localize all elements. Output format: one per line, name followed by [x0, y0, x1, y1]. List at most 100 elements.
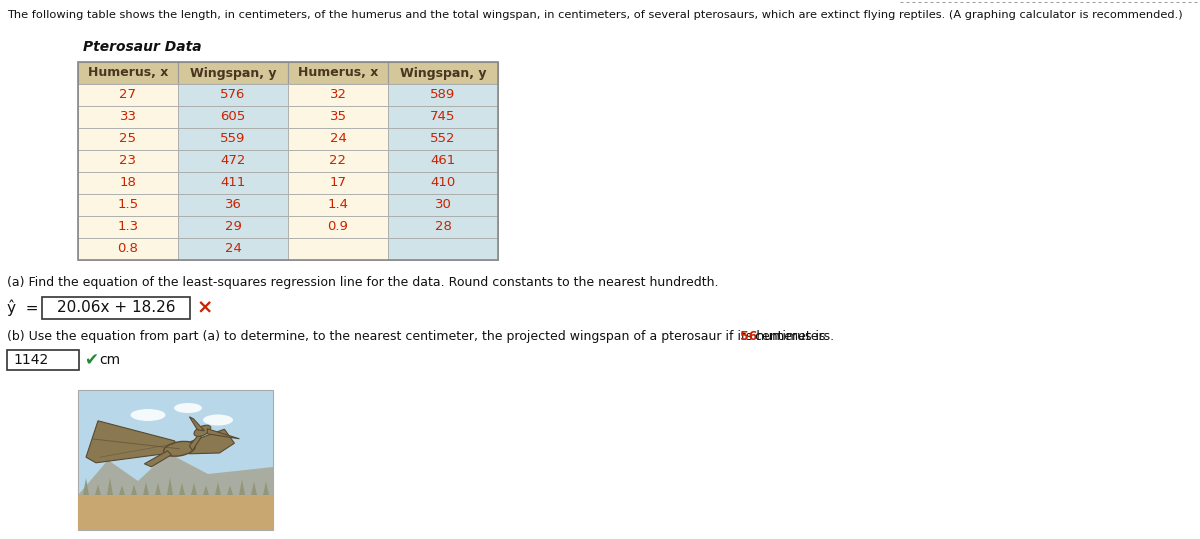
Bar	[388, 84, 498, 106]
Bar	[78, 495, 274, 530]
Text: 18: 18	[120, 176, 137, 190]
Bar	[178, 128, 288, 150]
Polygon shape	[191, 479, 197, 495]
Text: 0.8: 0.8	[118, 243, 138, 255]
Bar	[288, 216, 388, 238]
Bar	[78, 216, 178, 238]
Text: Humerus, x: Humerus, x	[88, 66, 168, 79]
Bar	[178, 172, 288, 194]
Polygon shape	[251, 481, 257, 495]
Bar	[78, 172, 178, 194]
Text: 36: 36	[224, 198, 241, 211]
Text: 1.3: 1.3	[118, 220, 138, 233]
Bar	[178, 106, 288, 128]
Bar	[288, 84, 388, 106]
Bar	[78, 238, 178, 260]
Text: 1.4: 1.4	[328, 198, 348, 211]
Ellipse shape	[131, 409, 166, 421]
Text: Wingspan, y: Wingspan, y	[190, 66, 276, 79]
Ellipse shape	[163, 441, 196, 456]
Text: 23: 23	[120, 155, 137, 168]
Polygon shape	[131, 481, 137, 495]
Bar	[388, 62, 498, 84]
Polygon shape	[143, 478, 149, 495]
Polygon shape	[190, 417, 204, 431]
Bar	[78, 150, 178, 172]
Bar	[7, 350, 79, 370]
Bar	[388, 194, 498, 216]
Text: 17: 17	[330, 176, 347, 190]
Text: Pterosaur Data: Pterosaur Data	[83, 40, 202, 54]
Bar	[388, 150, 498, 172]
Text: 25: 25	[120, 133, 137, 146]
Text: 461: 461	[431, 155, 456, 168]
Text: 32: 32	[330, 88, 347, 101]
Bar	[288, 238, 388, 260]
Bar	[288, 172, 388, 194]
Text: Wingspan, y: Wingspan, y	[400, 66, 486, 79]
Bar	[78, 390, 274, 530]
Text: 27: 27	[120, 88, 137, 101]
Ellipse shape	[194, 425, 211, 437]
Text: 1142: 1142	[13, 353, 48, 367]
Bar	[388, 216, 498, 238]
Text: The following table shows the length, in centimeters, of the humerus and the tot: The following table shows the length, in…	[7, 10, 1183, 20]
Polygon shape	[227, 486, 233, 495]
Bar	[288, 62, 388, 84]
Text: ×: ×	[197, 299, 214, 317]
Polygon shape	[203, 482, 209, 495]
Text: 559: 559	[221, 133, 246, 146]
Bar	[288, 194, 388, 216]
Bar	[288, 150, 388, 172]
Text: 1.5: 1.5	[118, 198, 138, 211]
Polygon shape	[208, 429, 240, 439]
Polygon shape	[190, 434, 202, 451]
Polygon shape	[95, 479, 101, 495]
Polygon shape	[78, 453, 274, 495]
Polygon shape	[107, 482, 113, 495]
Bar	[388, 128, 498, 150]
Polygon shape	[215, 483, 221, 495]
Polygon shape	[83, 486, 89, 495]
Text: 552: 552	[431, 133, 456, 146]
Ellipse shape	[174, 403, 202, 413]
Polygon shape	[263, 483, 269, 495]
Polygon shape	[179, 487, 185, 495]
Text: 24: 24	[224, 243, 241, 255]
Text: 472: 472	[221, 155, 246, 168]
Polygon shape	[239, 479, 245, 495]
Polygon shape	[144, 451, 172, 467]
Text: 29: 29	[224, 220, 241, 233]
Text: 589: 589	[431, 88, 456, 101]
Text: 605: 605	[221, 110, 246, 123]
Bar	[78, 128, 178, 150]
Text: 576: 576	[221, 88, 246, 101]
Text: 30: 30	[434, 198, 451, 211]
Text: 33: 33	[120, 110, 137, 123]
Text: 28: 28	[434, 220, 451, 233]
Bar	[78, 62, 178, 84]
Polygon shape	[180, 429, 234, 454]
Bar	[388, 238, 498, 260]
Text: 35: 35	[330, 110, 347, 123]
Text: cm: cm	[98, 353, 120, 367]
Polygon shape	[86, 421, 180, 463]
Bar	[178, 216, 288, 238]
Text: 745: 745	[431, 110, 456, 123]
Text: Humerus, x: Humerus, x	[298, 66, 378, 79]
Text: (a) Find the equation of the least-squares regression line for the data. Round c: (a) Find the equation of the least-squar…	[7, 276, 719, 289]
Bar	[178, 238, 288, 260]
Text: 22: 22	[330, 155, 347, 168]
Polygon shape	[155, 480, 161, 495]
Bar	[288, 128, 388, 150]
Text: 410: 410	[431, 176, 456, 190]
Bar	[78, 62, 498, 260]
Text: (b) Use the equation from part (a) to determine, to the nearest centimeter, the : (b) Use the equation from part (a) to de…	[7, 330, 829, 343]
Text: ŷ  =: ŷ =	[7, 300, 38, 316]
Bar	[178, 84, 288, 106]
Text: 411: 411	[221, 176, 246, 190]
Text: centimeters.: centimeters.	[751, 330, 834, 343]
Bar	[388, 172, 498, 194]
Bar	[78, 106, 178, 128]
Bar	[78, 84, 178, 106]
